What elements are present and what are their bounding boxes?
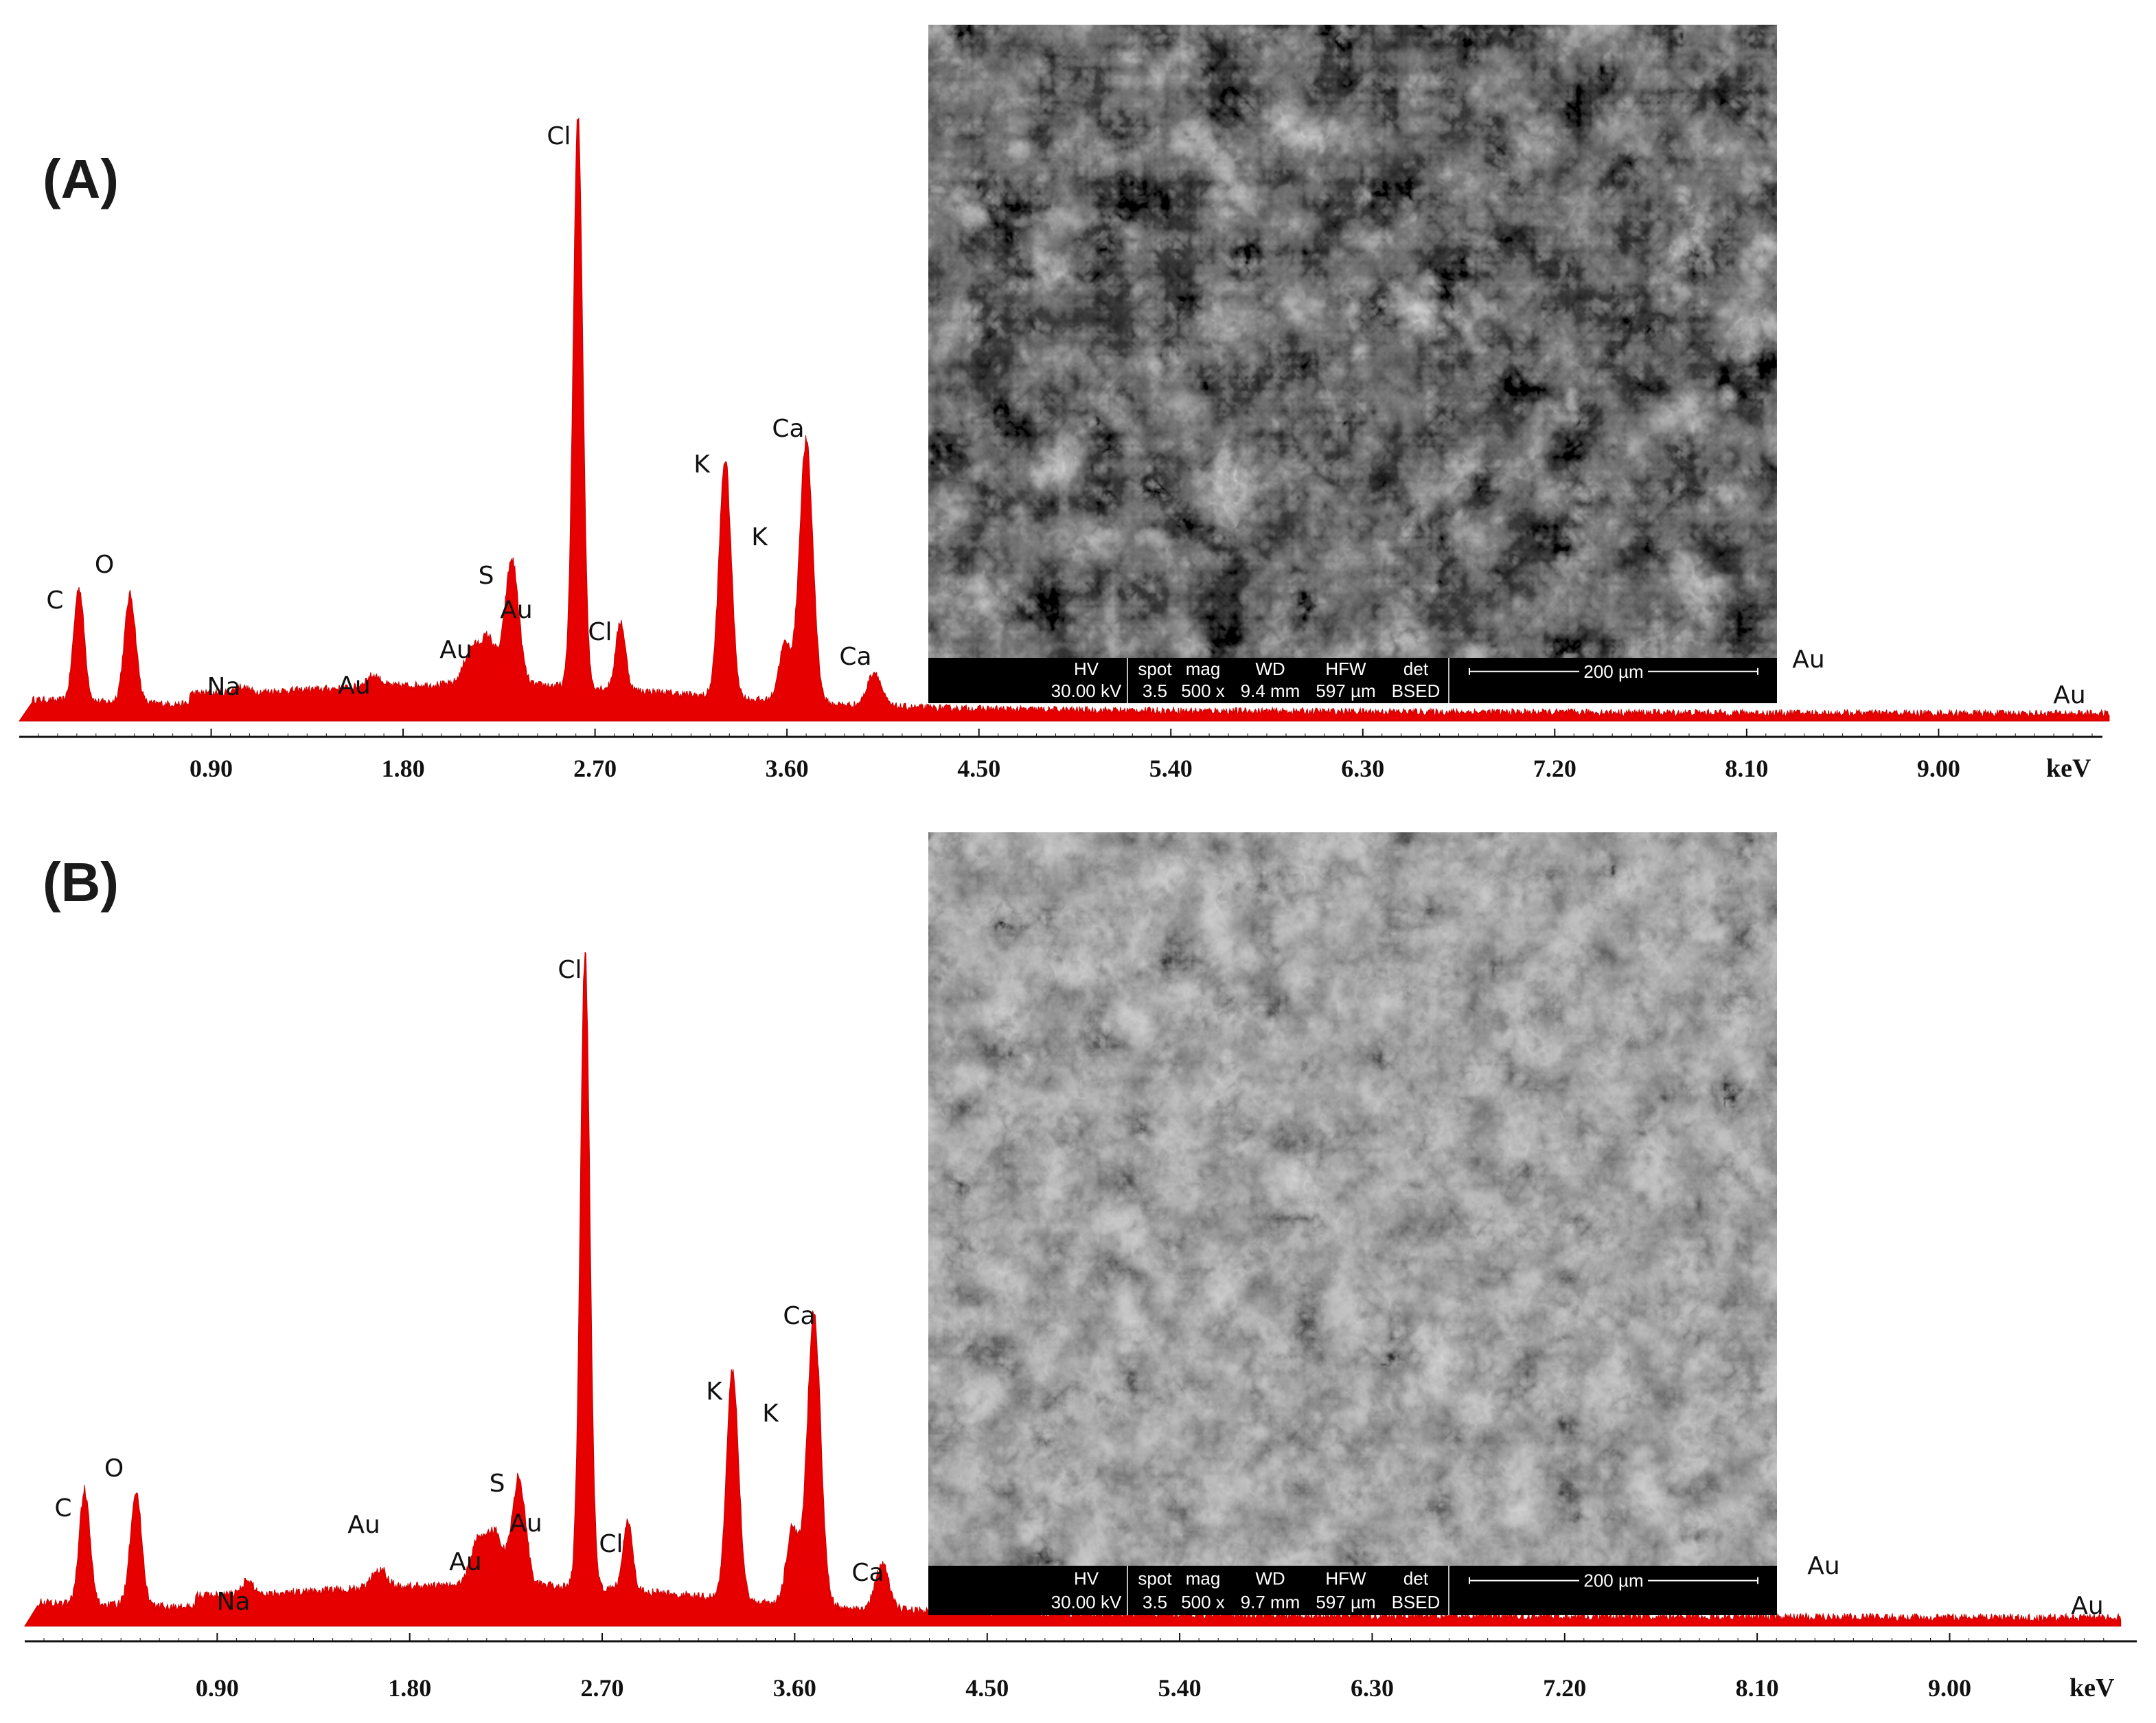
peak-label: Na [217,1588,251,1616]
x-tick-label: 8.10 [1736,1674,1779,1702]
databar-header: mag [1186,1568,1221,1588]
databar-value: BSED [1392,681,1441,701]
peak-label: Cl [558,956,582,984]
peak-label: O [104,1454,124,1483]
scale-bar-label: 200 µm [1583,1571,1643,1591]
databar-header: det [1403,1568,1429,1588]
sem-image [928,25,1777,658]
peak-label: Cl [588,618,612,646]
databar-value: 30.00 kV [1051,1592,1122,1612]
x-tick-label: 9.00 [1917,755,1960,782]
sem-image [928,832,1777,1566]
x-axis-ticks: 0.90 1.80 2.70 3.60 4.50 5.40 6.30 7.20 8.10 9.00 [43,1633,2105,1702]
databar-header: HFW [1325,659,1366,679]
panel-label: (B) [43,852,119,913]
databar-value: 500 x [1181,1592,1225,1612]
x-tick-label: 5.40 [1149,755,1193,782]
peak-label: Au [1807,1552,1839,1580]
databar-header: HFW [1325,1568,1366,1588]
x-tick-label: 9.00 [1928,1674,1971,1702]
peak-label: Ca [839,643,871,671]
panel-a: (A) 0.90 1.80 2.70 3.60 4.50 5.40 6.30 7.20 8.10… [19,25,2110,783]
sem-micrograph: HV spot mag WD HFW det 30.00 kV 3.5 500 x 9.4 mm 5… [928,25,1777,703]
peak-label: K [693,450,711,479]
peak-label: Au [2071,1592,2103,1620]
databar-header: mag [1186,659,1221,679]
peak-label: S [490,1470,505,1498]
x-tick-label: 4.50 [957,755,1000,782]
peak-label: Au [449,1548,481,1576]
peak-label: Na [207,673,241,701]
peak-label: O [95,551,114,579]
sem-micrograph: HV spot mag WD HFW det 30.00 kV 3.5 500 x 9.7 mm 5… [928,832,1777,1615]
peak-label: Au [439,636,472,664]
x-tick-label: 3.60 [766,755,809,782]
peak-label: Au [338,672,370,700]
panel-b: (B) 0.90 1.80 2.70 3.60 4.50 5.40 6.30 7.20 8.10… [24,832,2137,1702]
peak-label: Au [347,1511,380,1539]
x-tick-label: 1.80 [388,1674,431,1702]
x-tick-label: 1.80 [382,755,425,782]
peak-label: S [479,562,494,590]
x-tick-label: 6.30 [1341,755,1384,782]
peak-label: Cl [547,122,571,150]
x-tick-label: 0.90 [190,755,233,782]
databar-header: WD [1255,1568,1285,1588]
x-tick-label: 5.40 [1158,1674,1202,1702]
databar-header: HV [1074,1568,1099,1588]
peak-label: Au [509,1509,542,1538]
peak-label: C [54,1494,71,1522]
peak-label: Ca [783,1302,815,1330]
databar-header: WD [1255,659,1285,679]
x-tick-label: 3.60 [773,1674,816,1702]
databar-value: 9.7 mm [1241,1592,1300,1612]
x-tick-label: 0.90 [196,1674,239,1702]
x-tick-label: 7.20 [1533,755,1576,782]
databar-value: 3.5 [1143,1592,1167,1612]
databar-header: HV [1074,659,1099,679]
peak-label: Ca [772,415,804,443]
peak-label: K [762,1400,779,1428]
databar-value: BSED [1392,1592,1441,1612]
x-axis-unit: keV [2069,1674,2115,1702]
x-axis-ticks: 0.90 1.80 2.70 3.60 4.50 5.40 6.30 7.20 8.10 9.00 [38,729,2093,782]
peak-label: Ca [851,1559,884,1587]
databar-value: 9.4 mm [1241,681,1300,701]
peak-label: Au [500,596,532,624]
x-tick-label: 8.10 [1725,755,1768,782]
x-tick-label: 6.30 [1351,1674,1394,1702]
scale-bar-label: 200 µm [1583,661,1643,682]
panel-label: (A) [43,148,119,209]
peak-label: Cl [599,1530,623,1558]
databar-header: spot [1138,659,1172,679]
x-tick-label: 4.50 [965,1674,1009,1702]
spectrum-area [19,117,2110,722]
peak-label: K [706,1378,723,1406]
x-tick-label: 2.70 [581,1674,624,1702]
databar-header: det [1403,659,1429,679]
x-tick-label: 2.70 [573,755,617,782]
x-tick-label: 7.20 [1543,1674,1586,1702]
databar-value: 3.5 [1143,681,1167,701]
databar-value: 30.00 kV [1051,681,1122,701]
databar-value: 500 x [1181,681,1225,701]
peak-label: C [46,586,63,615]
peak-label: Au [1792,646,1824,674]
databar-value: 597 µm [1316,681,1375,701]
databar-value: 597 µm [1316,1592,1375,1612]
x-axis-unit: keV [2046,754,2091,783]
databar-header: spot [1138,1568,1172,1588]
peak-label: K [751,523,768,551]
peak-label: Au [2053,681,2085,709]
